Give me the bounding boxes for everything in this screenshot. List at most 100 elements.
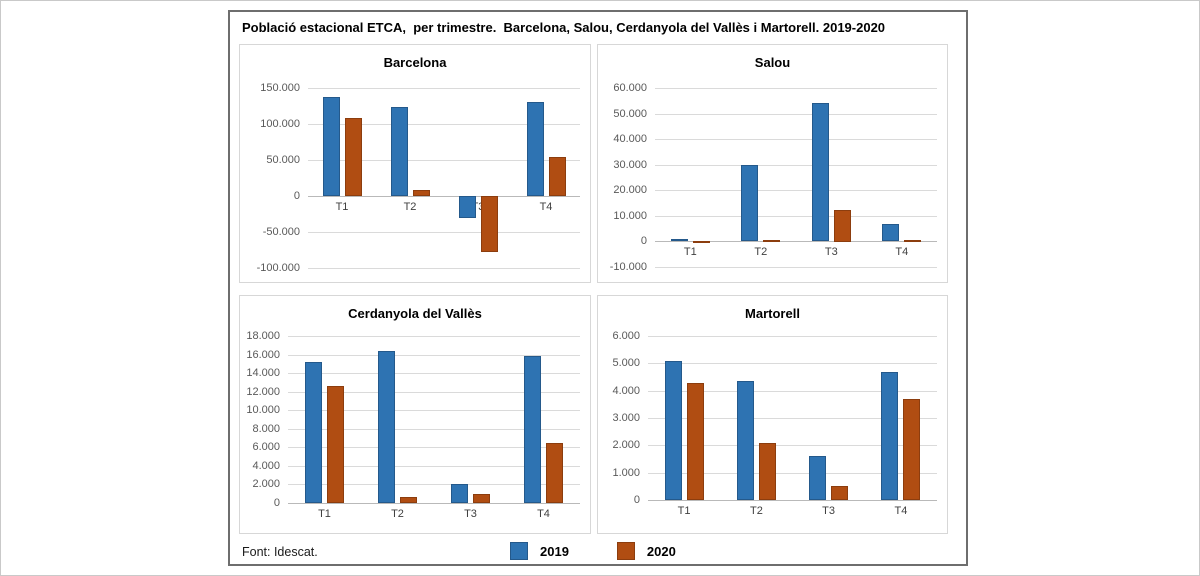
gridline (308, 268, 580, 269)
bar-2020-T4 (903, 398, 921, 500)
x-axis-category-label: T1 (318, 508, 331, 520)
legend-label-2019: 2019 (540, 543, 569, 559)
y-axis-tick-label: 20.000 (613, 184, 647, 197)
gridline (288, 447, 580, 449)
plot-area: T1 T2 T3 T4 (648, 336, 937, 517)
y-axis-tick-label: 50.000 (266, 154, 300, 166)
chart-title-martorell: Martorell (745, 306, 800, 321)
bar-2020-T1 (686, 382, 704, 500)
x-axis-category-label: T4 (894, 505, 908, 517)
bar-2019-T4 (526, 101, 544, 196)
gridline (308, 88, 580, 89)
y-axis-tick-label: 14.000 (246, 367, 280, 380)
chart-title-cerdanyola: Cerdanyola del Vallès (348, 306, 482, 321)
y-axis-tick-label: 150.000 (260, 82, 300, 94)
bar-2019-T1 (664, 360, 682, 500)
x-axis-category-label: T4 (537, 508, 550, 520)
y-axis-tick-label: 0 (293, 190, 300, 202)
y-axis-tick-label: 12.000 (246, 385, 280, 398)
bar-2019-T3 (451, 484, 468, 503)
gridline (655, 190, 937, 192)
bar-2019-T3 (809, 456, 827, 500)
bar-2019-T1 (305, 362, 322, 503)
gridline (655, 164, 937, 166)
bar-2020-T1 (327, 386, 344, 503)
gridline (308, 232, 580, 233)
bar-2019-T3 (811, 103, 829, 242)
gridline (648, 336, 937, 337)
y-axis-tick-label: 100.000 (260, 118, 300, 130)
bar-2020-T1 (692, 240, 710, 243)
y-axis-tick-label: 0 (273, 497, 280, 509)
bar-2019-T4 (882, 224, 900, 242)
legend-item-2019: 2019 (510, 542, 569, 560)
plot-area: T1 T2 T3 T4 (655, 88, 937, 268)
x-axis-category-label: T2 (754, 246, 768, 259)
x-axis-category-label: T1 (335, 201, 349, 213)
plot-area: T1 T2 T3 T4 (308, 88, 580, 269)
x-axis-category-label: T3 (822, 505, 836, 517)
gridline (288, 484, 580, 486)
zero-axis-line (648, 500, 937, 501)
bar-2020-T3 (480, 196, 498, 253)
y-axis-tick-label: 4.000 (612, 384, 640, 397)
legend-swatch-2019 (510, 542, 528, 560)
chart-title-salou: Salou (754, 55, 791, 70)
y-axis-tick-label: -100.000 (256, 262, 300, 274)
bar-2020-T2 (400, 496, 417, 503)
zero-axis-line (655, 241, 937, 243)
bar-2019-T2 (741, 164, 759, 242)
y-axis-tick-label: 2.000 (252, 478, 280, 491)
bar-2020-T2 (412, 189, 430, 196)
y-axis-tick-label: 30.000 (613, 158, 647, 171)
y-axis-tick-label: 2.000 (612, 439, 640, 452)
gridline (288, 373, 580, 375)
y-axis-tick-label: 0 (640, 235, 647, 248)
x-axis-category-label: T3 (464, 508, 477, 520)
y-axis-tick-label: 8.000 (252, 422, 280, 435)
y-axis-tick-label: 3.000 (612, 412, 640, 424)
y-axis-tick-label: -50.000 (262, 226, 300, 238)
bar-2019-T1 (322, 97, 340, 196)
bar-2020-T4 (904, 239, 922, 242)
legend-item-2020: 2020 (616, 542, 676, 560)
chart-panel-barcelona: Barcelona T1 T2 T3 T4 150.000 100.000 50.000 0-… (239, 44, 591, 283)
y-axis-tick-label: 10.000 (246, 404, 280, 417)
bar-2019-T4 (524, 356, 541, 503)
x-axis-category-label: T1 (677, 505, 691, 517)
bar-2020-T4 (546, 442, 563, 503)
gridline (288, 336, 580, 337)
chart-panel-martorell: Martorell T1 T2 T3 T4 6.000 5.000 4.000 3.000 2.… (597, 295, 948, 534)
y-axis-tick-label: 16.000 (246, 348, 280, 361)
y-axis-tick-label: 6.000 (612, 330, 640, 342)
chart-panel-salou: Salou T1 T2 T3 T4 60.000 50.000 40.000 30.000 20… (597, 44, 948, 283)
bar-2019-T1 (670, 238, 688, 242)
gridline (655, 267, 937, 268)
zero-axis-line (308, 196, 580, 197)
bar-2019-T3 (458, 196, 476, 218)
gridline (648, 472, 937, 474)
figure-frame: Població estacional ETCA, per trimestre.… (228, 10, 968, 566)
x-axis-category-label: T1 (683, 246, 697, 259)
y-axis-tick-label: 4.000 (252, 459, 280, 472)
y-axis-tick-label: 40.000 (613, 133, 647, 146)
source-note: Font: Idescat. (242, 545, 318, 559)
bar-2020-T3 (833, 209, 851, 242)
gridline (288, 391, 580, 393)
gridline (288, 410, 580, 412)
bar-2020-T1 (344, 117, 362, 196)
gridline (648, 445, 937, 447)
x-axis-category-label: T2 (749, 505, 763, 517)
y-axis-tick-label: 10.000 (613, 209, 647, 222)
bar-2020-T3 (473, 493, 490, 503)
y-axis-tick-label: -10.000 (609, 261, 647, 273)
y-axis-tick-label: 5.000 (612, 357, 640, 370)
plot-area: T1 T2 T3 T4 (288, 336, 580, 520)
x-axis-category-label: T3 (824, 246, 838, 259)
gridline (655, 215, 937, 217)
bar-2019-T2 (378, 350, 395, 503)
gridline (648, 418, 937, 419)
legend-label-2020: 2020 (646, 543, 676, 559)
gridline (288, 354, 580, 356)
